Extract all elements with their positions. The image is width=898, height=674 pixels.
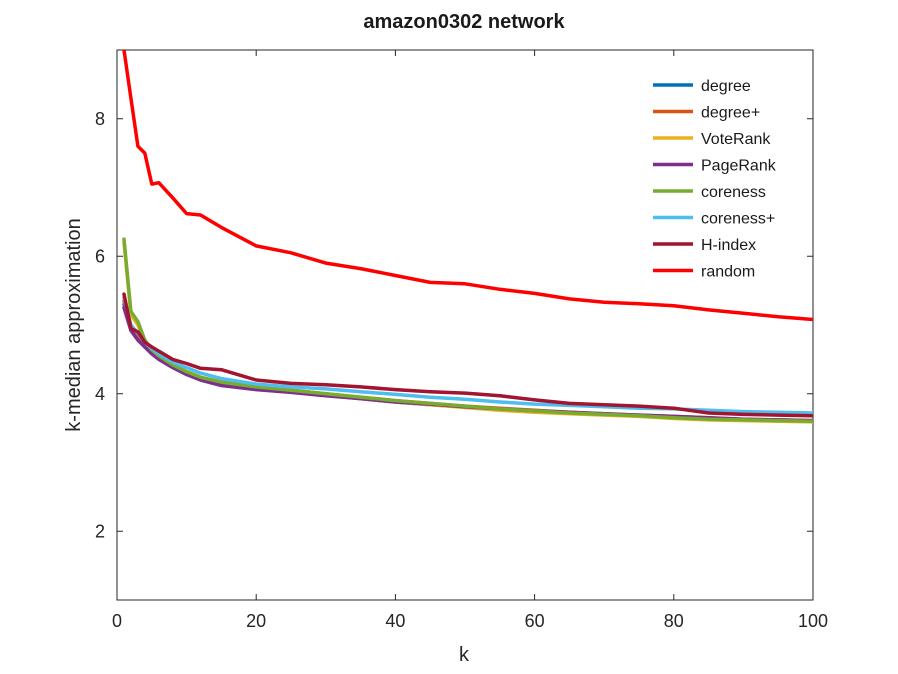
y-axis-label: k-median approximation — [63, 218, 85, 431]
series-line-random — [122, 50, 813, 322]
legend-label: coreness+ — [701, 211, 775, 228]
legend-label: PageRank — [701, 158, 777, 175]
series-line-h-index — [122, 292, 813, 418]
series-line-coreness- — [122, 295, 813, 415]
axes-frame — [116, 49, 814, 601]
x-tick-label: 80 — [664, 611, 684, 631]
x-tick-label: 60 — [525, 611, 545, 631]
x-axis-label: k — [459, 644, 470, 666]
series-line-degree- — [122, 299, 813, 423]
legend: degree degree+ VoteRank PageRank coreness cor… — [653, 78, 777, 281]
x-tick-label: 100 — [798, 611, 828, 631]
legend-label: coreness — [701, 184, 766, 201]
y-tick-label: 4 — [95, 384, 105, 404]
y-tick-label: 6 — [95, 246, 105, 266]
x-tick-label: 40 — [385, 611, 405, 631]
chart-title: amazon0302 network — [363, 11, 565, 33]
legend-label: VoteRank — [701, 131, 771, 148]
y-tick-label: 2 — [95, 521, 105, 541]
series-line-pagerank — [122, 306, 813, 423]
x-tick-label: 20 — [246, 611, 266, 631]
y-tick-label: 8 — [95, 109, 105, 129]
legend-label: H-index — [701, 237, 756, 254]
x-tick-label: 0 — [112, 611, 122, 631]
legend-label: degree — [701, 78, 751, 95]
series-line-degree — [122, 302, 813, 424]
plot-area: 0 20 40 60 80 100 2 4 6 8 — [95, 49, 828, 631]
legend-label: random — [701, 264, 755, 281]
legend-label: degree+ — [701, 105, 760, 122]
